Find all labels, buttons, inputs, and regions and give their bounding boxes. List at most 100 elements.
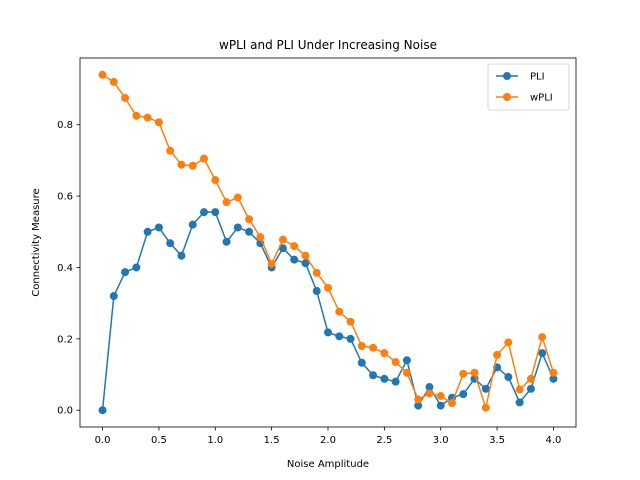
wpli-point [188, 161, 197, 170]
pli-point [369, 371, 378, 380]
wpli-point [414, 395, 423, 404]
pli-point [188, 220, 197, 229]
pli-point [526, 384, 535, 393]
wpli-point [290, 242, 299, 251]
pli-point [154, 223, 163, 232]
wpli-point [166, 146, 175, 155]
pli-point [549, 374, 558, 383]
pli-point [436, 401, 445, 410]
wpli-point [504, 338, 513, 347]
wpli-point [301, 251, 310, 260]
pli-point [98, 406, 107, 415]
pli-point [222, 237, 231, 246]
wpli-point [312, 268, 321, 277]
y-tick-label: 0.0 [57, 406, 73, 417]
wpli-point [549, 368, 558, 377]
chart-title: wPLI and PLI Under Increasing Noise [219, 38, 437, 52]
wpli-point [109, 77, 118, 86]
pli-point [177, 251, 186, 260]
pli-point [481, 384, 490, 393]
y-tick-label: 0.8 [57, 120, 73, 131]
pli-point [402, 356, 411, 365]
legend-wpli-label: wPLI [530, 93, 553, 104]
wpli-point [470, 368, 479, 377]
wpli-point [143, 113, 152, 122]
pli-point [143, 227, 152, 236]
wpli-point [481, 403, 490, 412]
y-tick-label: 0.2 [57, 334, 73, 345]
y-axis: 0.0 0.2 0.4 0.6 0.8 [57, 120, 80, 417]
legend-pli-marker [503, 72, 511, 80]
legend-box [487, 63, 570, 111]
pli-point [414, 401, 423, 410]
wpli-point [177, 160, 186, 169]
x-tick-label: 1.5 [264, 435, 280, 446]
wpli-point [436, 391, 445, 400]
x-tick-label: 2.5 [376, 435, 392, 446]
x-tick-label: 0.5 [151, 435, 167, 446]
pli-point [132, 263, 141, 272]
pli-point [278, 244, 287, 253]
wpli-point [448, 399, 456, 408]
y-axis-label: Connectivity Measure [31, 188, 42, 296]
pli-point [357, 358, 366, 367]
wpli-point [132, 111, 141, 120]
wpli-point [380, 349, 389, 358]
x-tick-label: 2.0 [320, 435, 336, 446]
pli-point [109, 292, 118, 301]
wpli-point [154, 118, 163, 127]
wpli-point [200, 154, 208, 163]
pli-point [301, 259, 310, 268]
wpli-point [346, 317, 355, 326]
wpli-point [459, 369, 468, 378]
wpli-point [267, 259, 276, 268]
pli-point [346, 334, 355, 343]
wpli-point [245, 215, 254, 224]
pli-point [459, 390, 468, 399]
wpli-point [233, 193, 242, 202]
wpli-point [526, 374, 535, 383]
wpli-point [425, 389, 434, 398]
wpli-series [98, 70, 558, 412]
wpli-point [98, 70, 107, 79]
wpli-point [121, 93, 130, 102]
wpli-point [256, 233, 265, 242]
pli-point [515, 398, 524, 407]
y-tick-label: 0.4 [57, 263, 73, 274]
x-axis-label: Noise Amplitude [287, 459, 369, 470]
pli-point [121, 268, 130, 277]
wpli-point [493, 350, 502, 359]
wpli-point [391, 358, 400, 367]
wpli-point [538, 333, 547, 342]
plot-area [98, 70, 558, 415]
wpli-point [222, 198, 231, 207]
pli-point [233, 223, 242, 232]
pli-point [245, 227, 254, 236]
x-tick-label: 4.0 [546, 435, 562, 446]
wpli-point [335, 307, 344, 316]
legend: PLI wPLI [487, 63, 570, 111]
pli-point [391, 377, 400, 386]
legend-wpli-marker [503, 93, 511, 101]
wpli-point [402, 368, 411, 377]
pli-point [200, 208, 208, 217]
wpli-point [515, 385, 524, 394]
pli-point [324, 328, 332, 337]
pli-point [425, 383, 434, 392]
pli-point [380, 374, 389, 383]
pli-point [312, 287, 321, 296]
x-tick-label: 0.0 [95, 435, 111, 446]
pli-series [98, 208, 558, 415]
pli-point [504, 373, 513, 382]
x-tick-label: 3.0 [433, 435, 449, 446]
pli-point [290, 255, 299, 264]
x-tick-label: 3.5 [489, 435, 505, 446]
y-tick-label: 0.6 [57, 192, 73, 203]
wpli-point [211, 176, 220, 185]
wpli-point [278, 235, 287, 244]
pli-point [166, 239, 175, 248]
x-tick-label: 1.0 [207, 435, 223, 446]
pli-point [538, 349, 547, 358]
wpli-point [357, 341, 366, 350]
